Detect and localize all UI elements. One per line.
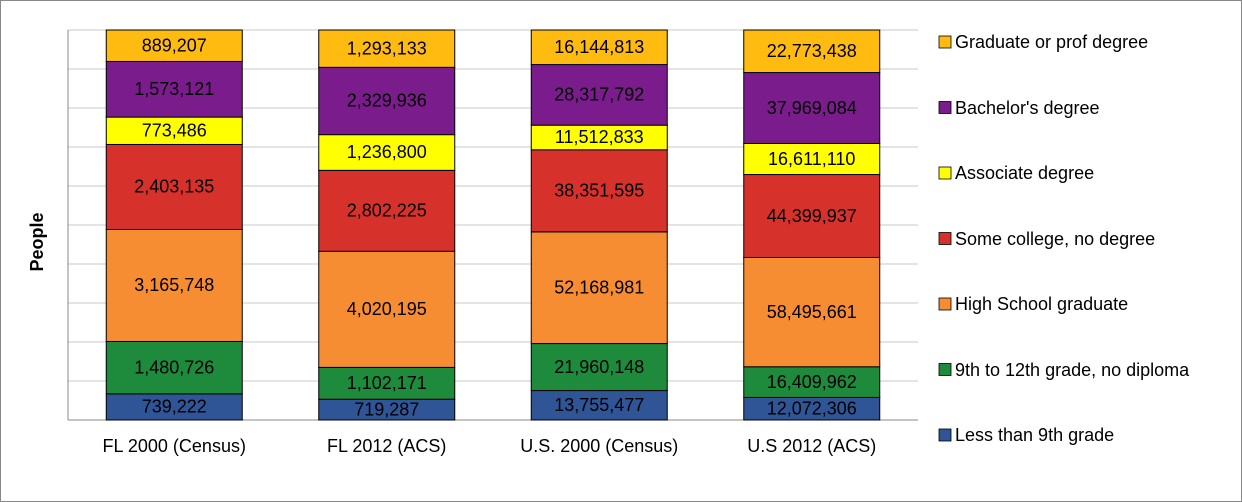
legend-label: Bachelor's degree: [955, 97, 1100, 118]
legend-swatch: [938, 297, 952, 311]
data-label: 2,403,135: [134, 177, 214, 197]
data-label: 2,802,225: [347, 201, 427, 221]
bar-segment: [530, 390, 668, 421]
data-label: 889,207: [142, 35, 207, 55]
legend-swatch: [938, 101, 952, 114]
x-tick-label: U.S. 2000 (Census): [520, 436, 679, 456]
data-label: 11,512,833: [555, 127, 644, 147]
legend-label: High School graduate: [955, 294, 1129, 314]
data-label: 16,144,813: [554, 37, 644, 57]
data-label: 1,293,133: [347, 38, 427, 58]
legend-label: Some college, no degree: [955, 228, 1156, 249]
y-axis-label: People: [27, 212, 47, 271]
data-label: 58,495,661: [767, 302, 857, 322]
data-label: 1,573,121: [134, 79, 214, 99]
data-label: 719,287: [354, 399, 419, 419]
bar-segment: [530, 64, 668, 126]
bar-segment: [318, 250, 456, 368]
bar-segment: [530, 124, 668, 151]
data-label: 52,168,981: [554, 277, 644, 297]
bar-segment: [743, 29, 881, 74]
data-label: 3,165,748: [134, 275, 214, 295]
bar-segment: [105, 29, 243, 62]
data-label: 37,969,084: [767, 98, 857, 118]
legend-swatch: [938, 428, 952, 442]
x-tick-label: FL 2012 (ACS): [327, 436, 447, 456]
data-label: 1,102,171: [347, 373, 427, 393]
data-label: 16,409,962: [767, 372, 857, 392]
legend-label: 9th to 12th grade, no diploma: [955, 359, 1190, 380]
bar-segment: [318, 29, 456, 68]
bar-segment: [530, 231, 668, 345]
legend-swatch: [938, 166, 952, 180]
x-tick-label: FL 2000 (Census): [102, 436, 246, 456]
bar-segment: [318, 366, 456, 400]
data-label: 22,773,438: [767, 41, 857, 61]
data-label: 773,486: [142, 121, 207, 141]
legend-swatch: [938, 35, 952, 49]
data-label: 13,755,477: [554, 395, 644, 415]
legend-label: Graduate or prof degree: [955, 32, 1149, 52]
data-label: 16,611,110: [768, 149, 855, 169]
data-label: 739,222: [142, 397, 207, 417]
data-label: 21,960,148: [554, 357, 644, 377]
data-label: 4,020,195: [347, 299, 427, 319]
legend-label: Associate degree: [955, 163, 1095, 183]
x-tick-label: U.S 2012 (ACS): [747, 436, 877, 456]
bar-segment: [743, 366, 881, 398]
legend-swatch: [938, 363, 952, 376]
legend-swatch: [938, 232, 952, 245]
data-label: 1,236,800: [347, 142, 427, 162]
bar-segment: [743, 142, 881, 176]
bar-segment: [105, 228, 243, 342]
data-label: 28,317,792: [554, 85, 644, 105]
bar-segment: [743, 256, 881, 368]
bar-segment: [105, 143, 243, 230]
bar-segment: [743, 174, 881, 258]
bar-segment: [318, 169, 456, 252]
data-label: 2,329,936: [347, 91, 427, 111]
legend-label: Less than 9th grade: [955, 425, 1115, 445]
data-label: 38,351,595: [554, 181, 644, 201]
bar-segment: [743, 72, 881, 144]
data-label: 12,072,306: [767, 398, 857, 418]
bar-segment: [530, 29, 668, 66]
data-label: 44,399,937: [767, 206, 857, 226]
data-label: 1,480,726: [134, 357, 214, 377]
bar-segment: [530, 343, 668, 392]
bar-segment: [105, 60, 243, 118]
